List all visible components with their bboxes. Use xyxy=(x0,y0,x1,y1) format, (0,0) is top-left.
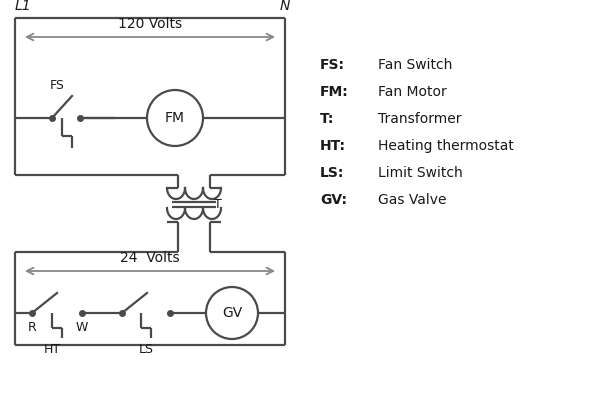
Text: Transformer: Transformer xyxy=(378,112,461,126)
Text: W: W xyxy=(76,321,88,334)
Text: 24  Volts: 24 Volts xyxy=(120,251,180,265)
Text: T:: T: xyxy=(320,112,335,126)
Text: FS: FS xyxy=(50,79,65,92)
Text: FM:: FM: xyxy=(320,85,349,99)
Text: L1: L1 xyxy=(15,0,32,13)
Text: LS:: LS: xyxy=(320,166,345,180)
Text: HT: HT xyxy=(44,343,61,356)
Text: GV:: GV: xyxy=(320,193,347,207)
Text: Heating thermostat: Heating thermostat xyxy=(378,139,514,153)
Text: Fan Switch: Fan Switch xyxy=(378,58,453,72)
Text: 120 Volts: 120 Volts xyxy=(118,17,182,31)
Text: HT:: HT: xyxy=(320,139,346,153)
Text: Limit Switch: Limit Switch xyxy=(378,166,463,180)
Text: N: N xyxy=(280,0,290,13)
Text: FM: FM xyxy=(165,111,185,125)
Text: LS: LS xyxy=(139,343,153,356)
Text: R: R xyxy=(28,321,37,334)
Text: GV: GV xyxy=(222,306,242,320)
Text: T: T xyxy=(214,198,222,212)
Text: Gas Valve: Gas Valve xyxy=(378,193,447,207)
Text: Fan Motor: Fan Motor xyxy=(378,85,447,99)
Text: FS:: FS: xyxy=(320,58,345,72)
